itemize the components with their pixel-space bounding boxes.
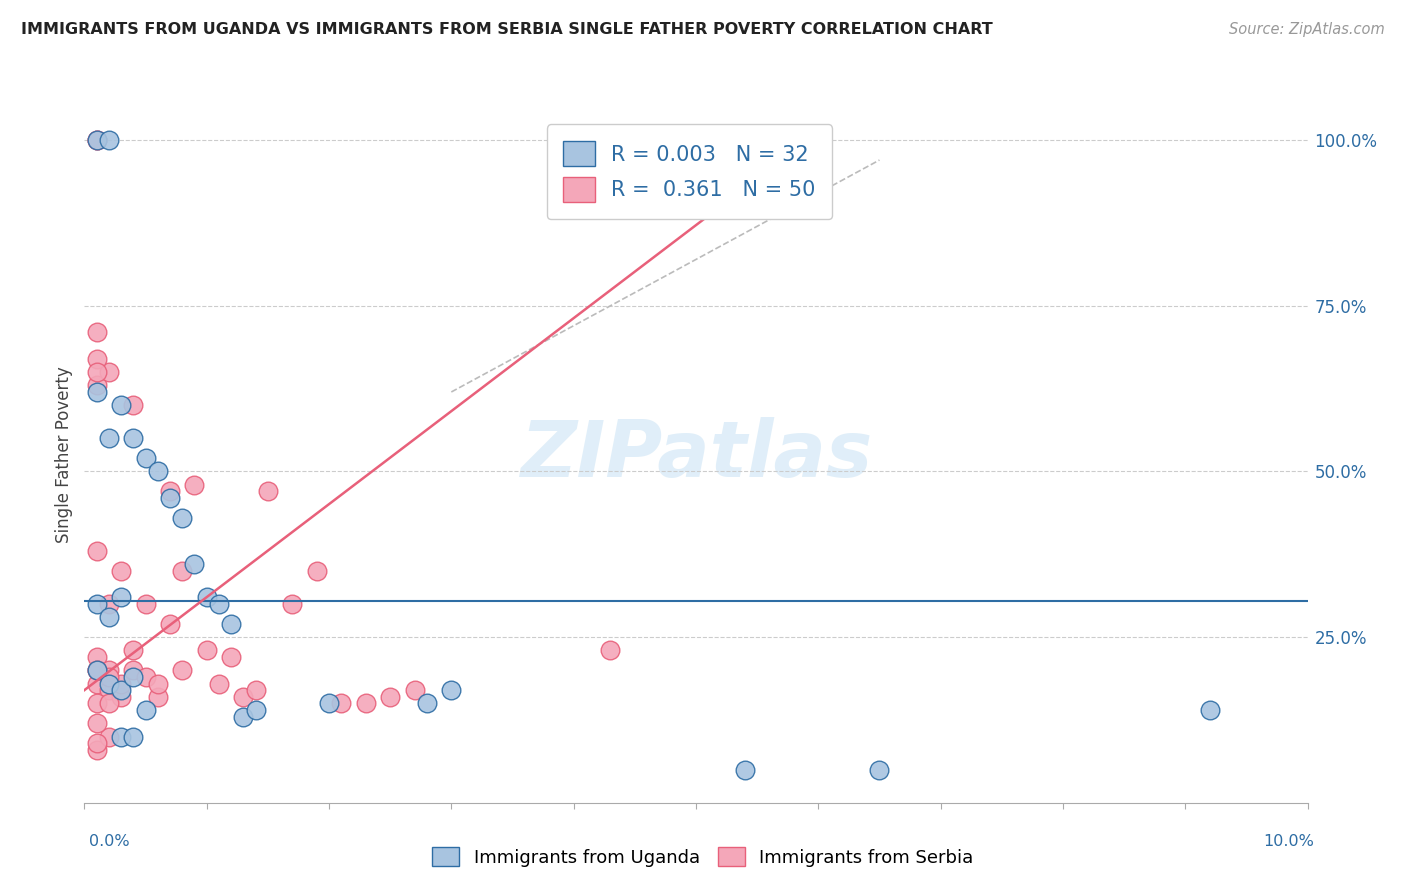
Point	[232, 690, 254, 704]
Point	[86, 365, 108, 379]
Point	[86, 663, 108, 677]
Point	[122, 670, 145, 684]
Point	[146, 676, 169, 690]
Point	[110, 690, 132, 704]
Point	[146, 690, 169, 704]
Point	[330, 697, 353, 711]
Point	[869, 763, 891, 777]
Text: IMMIGRANTS FROM UGANDA VS IMMIGRANTS FROM SERBIA SINGLE FATHER POVERTY CORRELATI: IMMIGRANTS FROM UGANDA VS IMMIGRANTS FRO…	[21, 22, 993, 37]
Point	[97, 676, 120, 690]
Point	[122, 431, 145, 445]
Point	[195, 643, 218, 657]
Legend: Immigrants from Uganda, Immigrants from Serbia: Immigrants from Uganda, Immigrants from …	[425, 840, 981, 874]
Point	[305, 564, 328, 578]
Point	[172, 663, 194, 677]
Point	[110, 591, 132, 605]
Point	[86, 743, 108, 757]
Point	[122, 643, 145, 657]
Y-axis label: Single Father Poverty: Single Father Poverty	[55, 367, 73, 543]
Point	[232, 709, 254, 723]
Point	[97, 663, 120, 677]
Point	[1198, 703, 1220, 717]
Point	[86, 351, 108, 366]
Point	[404, 683, 426, 698]
Point	[734, 763, 756, 777]
Point	[86, 384, 108, 399]
Point	[110, 683, 132, 698]
Point	[110, 730, 132, 744]
Point	[159, 484, 181, 499]
Point	[86, 716, 108, 731]
Point	[135, 670, 157, 684]
Point	[135, 703, 157, 717]
Point	[380, 690, 402, 704]
Point	[208, 597, 231, 611]
Point	[86, 597, 108, 611]
Point	[97, 730, 120, 744]
Point	[245, 703, 267, 717]
Text: Source: ZipAtlas.com: Source: ZipAtlas.com	[1229, 22, 1385, 37]
Point	[86, 544, 108, 558]
Point	[183, 558, 205, 572]
Text: 0.0%: 0.0%	[89, 834, 129, 849]
Point	[183, 477, 205, 491]
Point	[86, 133, 108, 147]
Point	[97, 365, 120, 379]
Point	[86, 378, 108, 392]
Point	[281, 597, 304, 611]
Point	[159, 491, 181, 505]
Point	[86, 650, 108, 665]
Point	[97, 697, 120, 711]
Point	[86, 663, 108, 677]
Point	[219, 650, 242, 665]
Point	[97, 597, 120, 611]
Point	[172, 564, 194, 578]
Point	[195, 591, 218, 605]
Point	[354, 697, 377, 711]
Point	[135, 451, 157, 466]
Point	[110, 564, 132, 578]
Point	[86, 697, 108, 711]
Point	[159, 616, 181, 631]
Point	[122, 398, 145, 412]
Legend: R = 0.003   N = 32, R =  0.361   N = 50: R = 0.003 N = 32, R = 0.361 N = 50	[547, 124, 832, 219]
Point	[110, 398, 132, 412]
Text: 10.0%: 10.0%	[1264, 834, 1315, 849]
Point	[135, 597, 157, 611]
Point	[86, 736, 108, 750]
Point	[122, 663, 145, 677]
Point	[97, 670, 120, 684]
Point	[318, 697, 340, 711]
Point	[86, 133, 108, 147]
Point	[97, 133, 120, 147]
Point	[245, 683, 267, 698]
Point	[110, 676, 132, 690]
Text: ZIPatlas: ZIPatlas	[520, 417, 872, 493]
Point	[440, 683, 463, 698]
Point	[122, 730, 145, 744]
Point	[219, 616, 242, 631]
Point	[97, 610, 120, 624]
Point	[86, 326, 108, 340]
Point	[146, 465, 169, 479]
Point	[416, 697, 439, 711]
Point	[257, 484, 280, 499]
Point	[86, 676, 108, 690]
Point	[97, 683, 120, 698]
Point	[97, 431, 120, 445]
Point	[86, 133, 108, 147]
Point	[208, 676, 231, 690]
Point	[599, 643, 621, 657]
Point	[86, 663, 108, 677]
Point	[172, 511, 194, 525]
